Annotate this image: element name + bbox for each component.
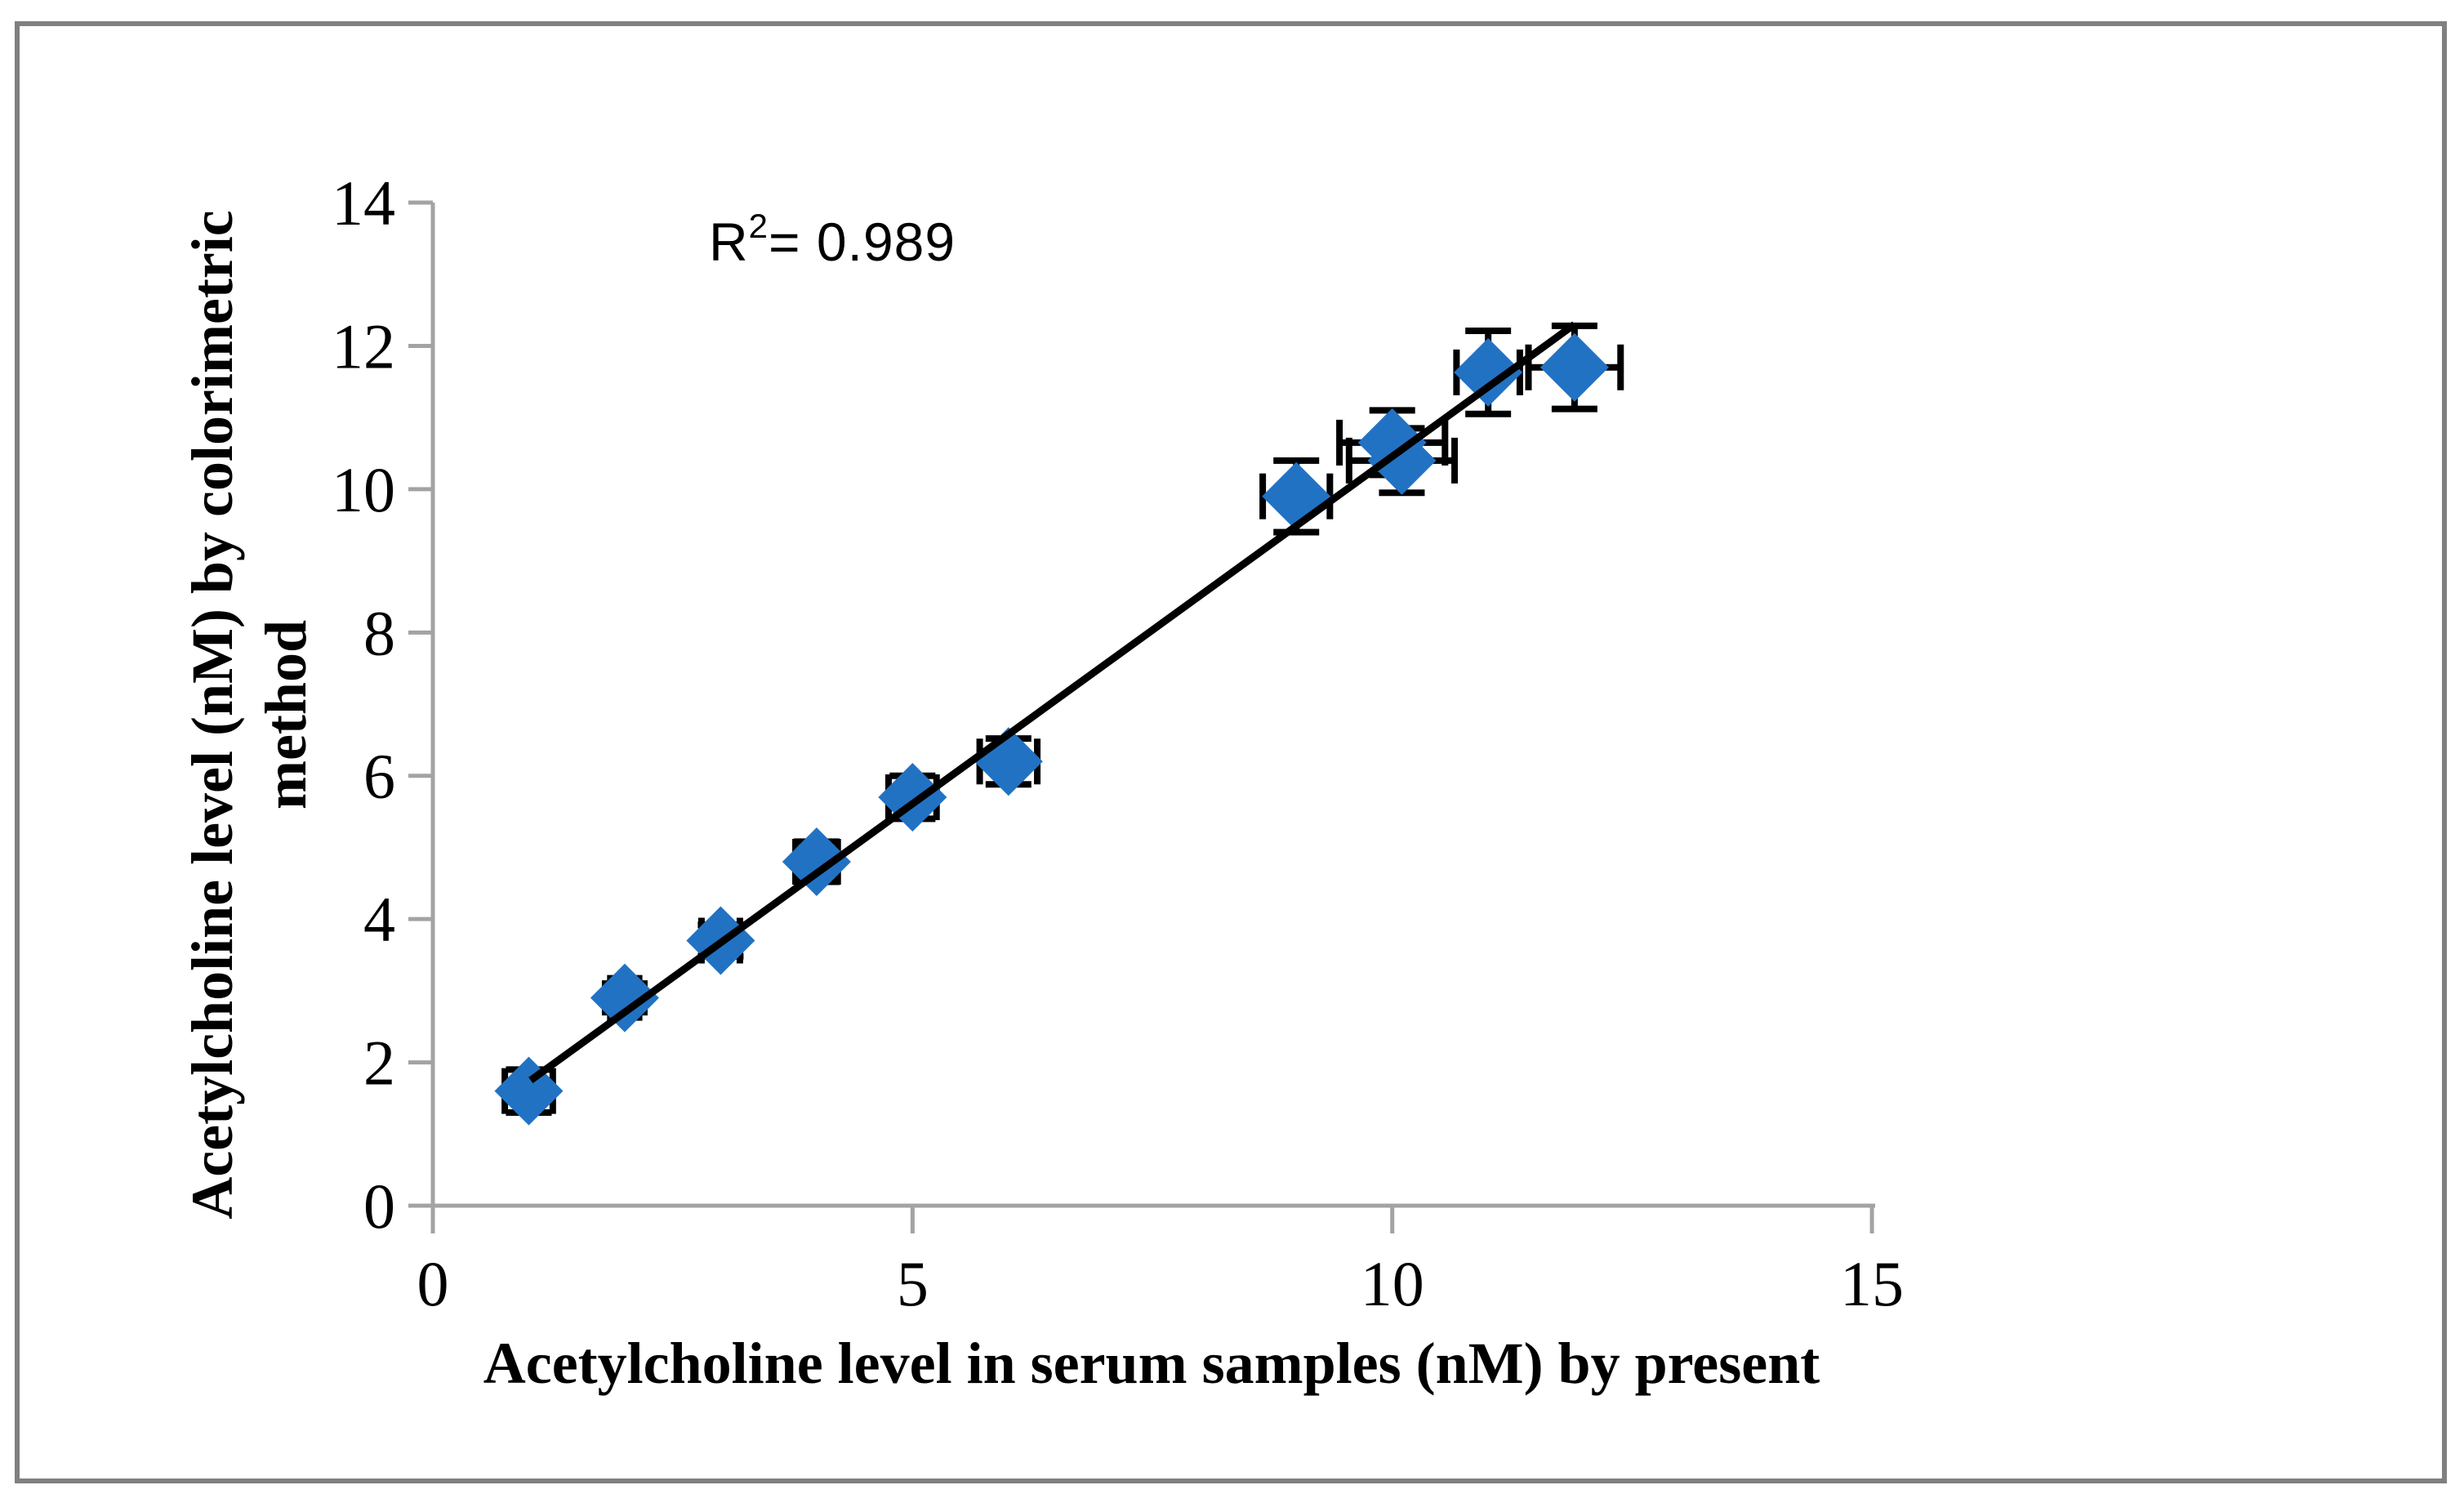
r-squared-base: R (709, 212, 749, 272)
marker-diamond (1367, 426, 1437, 495)
y-tick-label: 6 (363, 741, 395, 812)
r-squared-exponent: 2 (748, 207, 769, 245)
marker-diamond (1539, 332, 1609, 402)
marker-diamond (590, 963, 659, 1032)
figure-border (15, 21, 2447, 1483)
marker-diamond (1262, 462, 1331, 531)
x-tick-label: 10 (1361, 1248, 1424, 1319)
x-tick-label: 0 (417, 1248, 449, 1319)
trend-line (528, 321, 1577, 1084)
marker-diamond (1454, 337, 1523, 407)
y-tick-label: 0 (363, 1171, 395, 1242)
marker-diamond (494, 1056, 564, 1126)
x-tick-label: 15 (1840, 1248, 1904, 1319)
y-axis-title-line1: Acetylcholine level (nM) by colorimetric (180, 210, 245, 1220)
y-axis-title-line2: method (253, 620, 319, 809)
x-tick-label: 5 (897, 1248, 929, 1319)
r-squared-annotation: R2= 0.989 (709, 209, 956, 273)
y-axis-title: Acetylcholine level (nM) by colorimetric… (174, 123, 324, 1307)
y-tick-label: 8 (363, 597, 395, 668)
r-squared-value: = 0.989 (769, 212, 956, 272)
marker-diamond (782, 827, 851, 896)
y-tick-label: 2 (363, 1028, 395, 1099)
y-tick-label: 14 (332, 167, 395, 239)
y-tick-label: 10 (332, 454, 395, 525)
y-tick-label: 4 (363, 884, 395, 955)
y-tick-label: 12 (332, 310, 395, 381)
x-axis-title: Acetylcholine level in serum samples (nM… (483, 1331, 1820, 1396)
